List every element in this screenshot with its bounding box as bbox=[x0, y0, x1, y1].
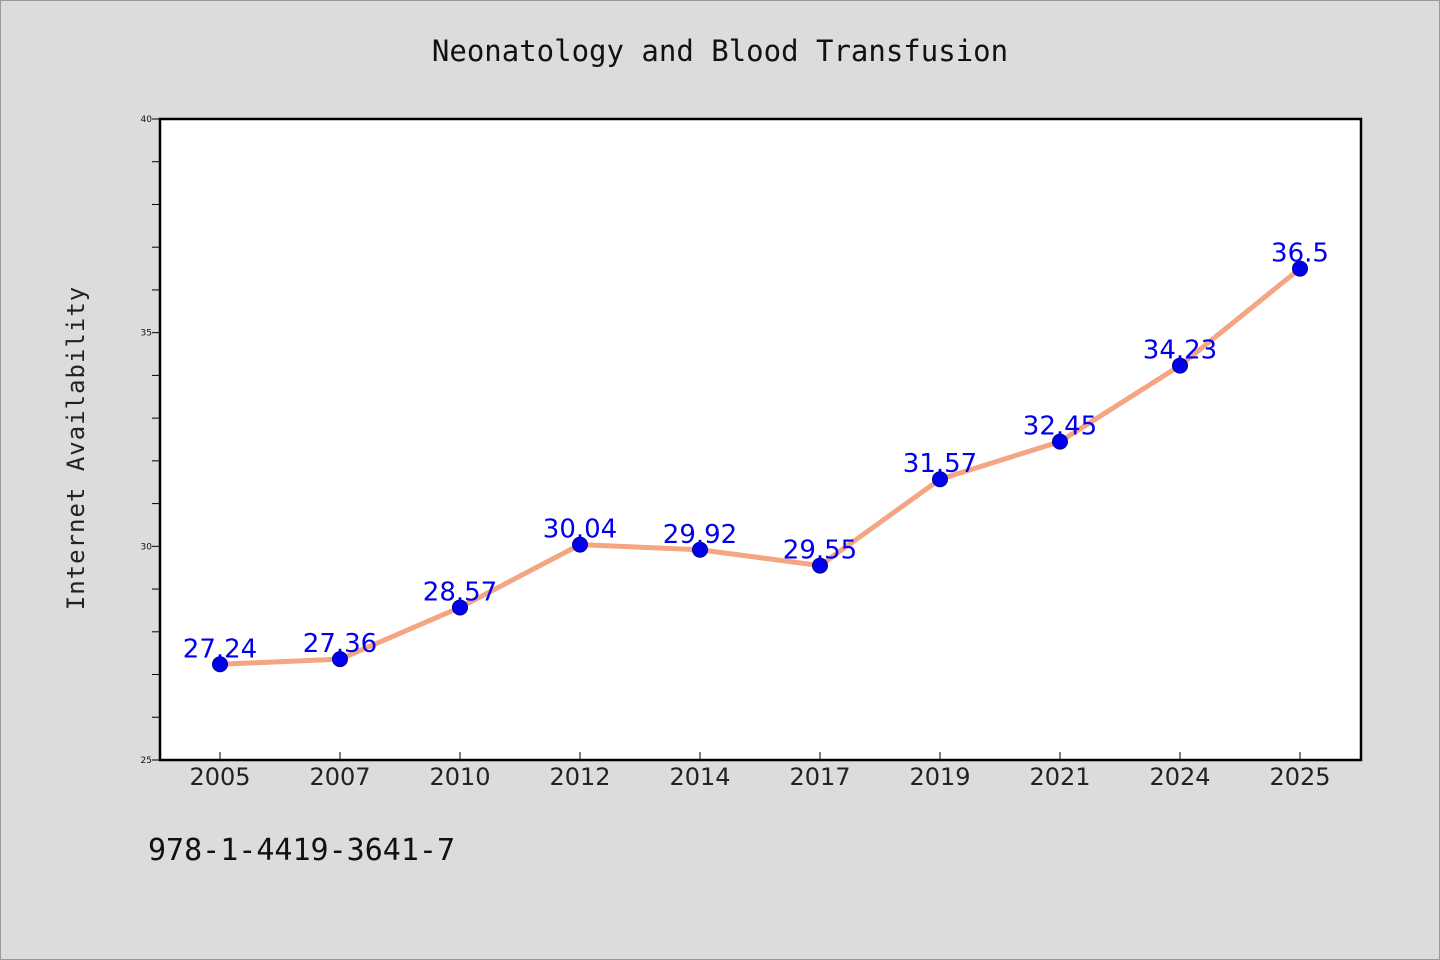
y-tick-label: 25 bbox=[141, 756, 152, 766]
x-tick-label: 2021 bbox=[1029, 763, 1090, 791]
data-label: 27.24 bbox=[183, 634, 257, 664]
series-group bbox=[212, 260, 1308, 673]
data-point bbox=[932, 471, 948, 488]
x-tick-label: 2010 bbox=[429, 763, 490, 791]
x-tick-label: 2024 bbox=[1149, 763, 1210, 791]
series-line bbox=[217, 266, 1303, 667]
data-point bbox=[212, 656, 228, 673]
x-tick-label: 2007 bbox=[309, 763, 370, 791]
y-tick-label: 35 bbox=[141, 329, 152, 339]
x-tick-label: 2014 bbox=[669, 763, 730, 791]
data-label: 29.55 bbox=[783, 536, 857, 566]
data-point bbox=[572, 536, 588, 553]
data-label: 32.45 bbox=[1023, 412, 1097, 442]
chart-title: Neonatology and Blood Transfusion bbox=[431, 34, 1009, 68]
x-axis: 2005 2007 2010 2012 2014 2017 2019 2021 2024 2025 bbox=[189, 752, 1331, 791]
isbn-text: 978-1-4419-3641-7 bbox=[148, 833, 456, 868]
x-tick-label: 2012 bbox=[549, 763, 610, 791]
data-point bbox=[1052, 433, 1068, 450]
data-label: 36.5 bbox=[1271, 239, 1329, 269]
data-label: 30.04 bbox=[543, 515, 617, 545]
y-axis: 25 30 35 40 bbox=[141, 115, 160, 766]
data-point bbox=[812, 557, 828, 574]
data-label: 29.92 bbox=[663, 520, 737, 550]
x-tick-label: 2019 bbox=[909, 763, 970, 791]
data-point bbox=[332, 651, 348, 668]
data-label: 28.57 bbox=[423, 577, 497, 607]
x-tick-label: 2017 bbox=[789, 763, 850, 791]
x-tick-label: 2025 bbox=[1269, 763, 1330, 791]
data-label: 34.23 bbox=[1143, 336, 1217, 366]
data-labels: 27.24 27.36 28.57 30.04 29.92 29.55 31.57 32.45… bbox=[183, 239, 1329, 665]
y-tick-label: 40 bbox=[141, 115, 153, 125]
data-label: 31.57 bbox=[903, 449, 977, 479]
x-tick-label: 2005 bbox=[189, 763, 250, 791]
data-point bbox=[452, 599, 468, 616]
data-point bbox=[1292, 260, 1308, 277]
data-label: 27.36 bbox=[303, 629, 377, 659]
data-point bbox=[692, 541, 708, 558]
y-tick-label: 30 bbox=[141, 542, 153, 552]
data-point bbox=[1172, 357, 1188, 374]
